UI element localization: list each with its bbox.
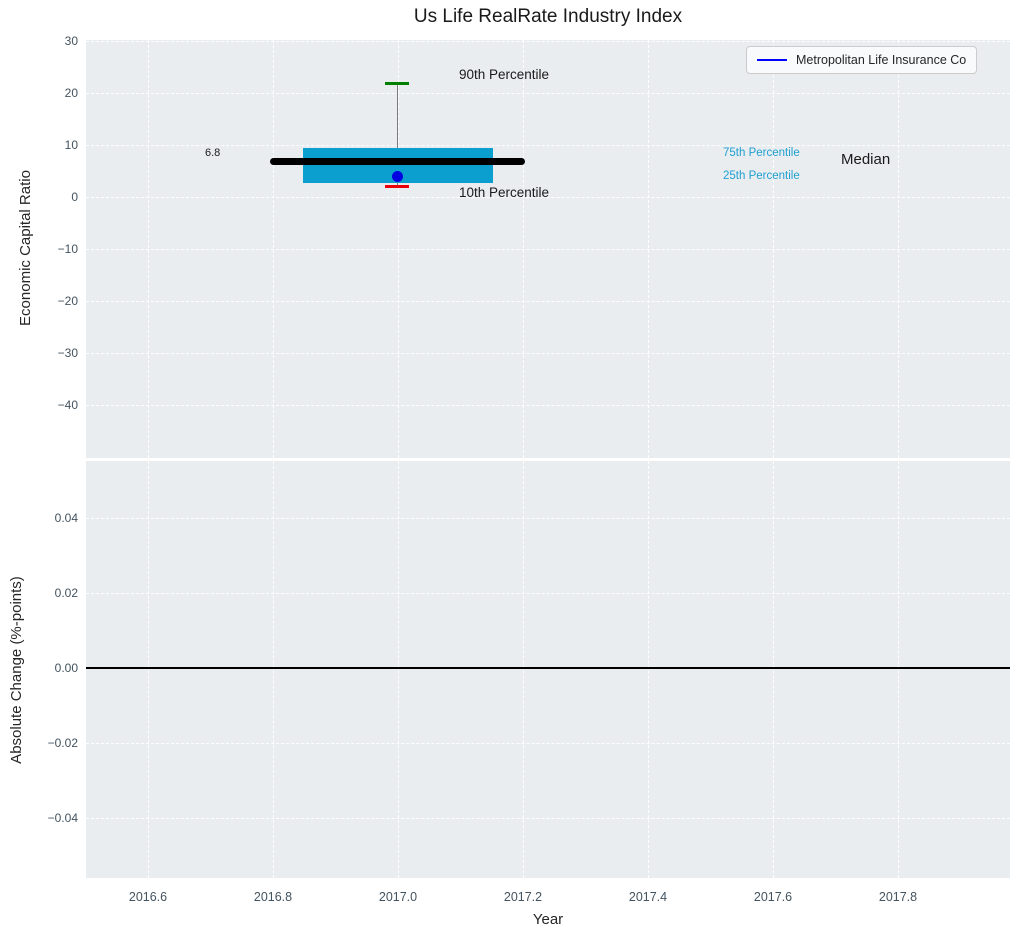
- gridline: [398, 461, 399, 878]
- annotation-25th-percentile: 25th Percentile: [723, 170, 800, 182]
- gridline: [898, 461, 899, 878]
- y-tick: −40: [57, 398, 78, 412]
- y-tick: 20: [64, 86, 78, 100]
- company-point: [392, 171, 403, 182]
- gridline: [273, 40, 274, 458]
- annotation-90th-percentile: 90th Percentile: [459, 67, 550, 82]
- gridline: [398, 40, 399, 458]
- y-tick: 0.02: [54, 586, 78, 600]
- bottom-plot-area: [86, 461, 1010, 878]
- gridline: [523, 461, 524, 878]
- gridline: [86, 249, 1010, 250]
- gridline: [86, 743, 1010, 744]
- p10-cap: [385, 185, 409, 188]
- y-tick: −30: [57, 346, 78, 360]
- gridline: [86, 818, 1010, 819]
- gridline: [86, 301, 1010, 302]
- y-tick: 30: [64, 34, 78, 48]
- gridline: [86, 405, 1010, 406]
- legend: Metropolitan Life Insurance Co: [746, 46, 978, 74]
- gridline: [898, 40, 899, 458]
- x-tick: 2017.2: [503, 890, 543, 904]
- gridline: [86, 518, 1010, 519]
- whisker-line: [397, 83, 398, 186]
- y-tick: −0.04: [47, 811, 78, 825]
- legend-label: Metropolitan Life Insurance Co: [796, 53, 967, 67]
- y-tick: −10: [57, 242, 78, 256]
- x-tick: 2017.0: [378, 890, 418, 904]
- y-tick: −20: [57, 294, 78, 308]
- y-tick: 0.04: [54, 511, 78, 525]
- annotation-median-value: 6.8: [205, 147, 221, 159]
- y-tick: 0: [71, 190, 78, 204]
- gridline: [86, 197, 1010, 198]
- y-tick: 10: [64, 138, 78, 152]
- gridline: [273, 461, 274, 878]
- y-axis-label-top: Economic Capital Ratio: [17, 170, 34, 326]
- annotation-75th-percentile: 75th Percentile: [723, 147, 800, 159]
- gridline: [148, 461, 149, 878]
- gridline: [648, 461, 649, 878]
- annotation-10th-percentile: 10th Percentile: [459, 185, 550, 200]
- x-axis-label: Year: [532, 911, 564, 928]
- x-tick: 2017.4: [628, 890, 668, 904]
- y-tick: 0.00: [54, 661, 78, 675]
- x-tick: 2017.8: [878, 890, 918, 904]
- gridline: [86, 145, 1010, 146]
- legend-line-sample: [757, 59, 787, 61]
- x-tick: 2017.6: [753, 890, 793, 904]
- zero-baseline: [86, 667, 1010, 669]
- y-axis-label-bottom: Absolute Change (%-points): [8, 576, 25, 764]
- p90-cap: [385, 82, 409, 85]
- gridline: [86, 353, 1010, 354]
- median-line: [270, 158, 525, 165]
- chart-title: Us Life RealRate Industry Index: [413, 6, 683, 27]
- top-plot-area: 90th Percentile 10th Percentile 75th Per…: [86, 40, 1010, 458]
- gridline: [86, 593, 1010, 594]
- x-tick: 2016.6: [128, 890, 168, 904]
- y-tick: −0.02: [47, 736, 78, 750]
- gridline: [523, 40, 524, 458]
- gridline: [148, 40, 149, 458]
- gridline: [86, 93, 1010, 94]
- x-tick: 2016.8: [253, 890, 293, 904]
- gridline: [773, 461, 774, 878]
- annotation-median: Median: [841, 151, 891, 168]
- gridline: [773, 40, 774, 458]
- gridline: [86, 41, 1010, 42]
- gridline: [648, 40, 649, 458]
